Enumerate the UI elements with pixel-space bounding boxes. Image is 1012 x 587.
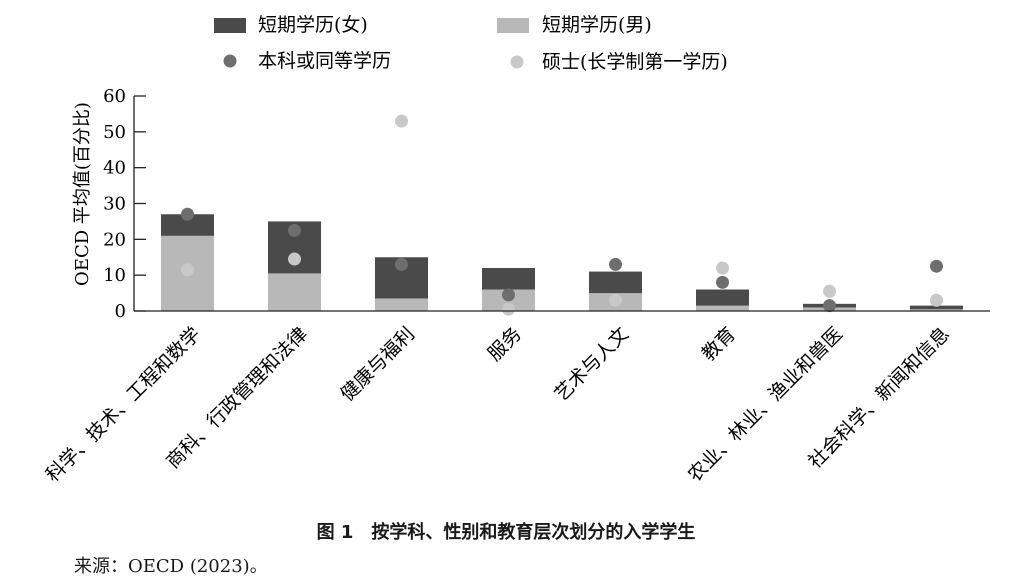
y-tick-label: 0 [115,301,126,322]
y-tick-label: 60 [103,86,126,107]
y-tick-label: 30 [103,194,126,215]
legend-swatch-1 [497,18,529,33]
x-category-label: 艺术与人文 [550,323,633,406]
y-tick-label: 50 [103,122,126,143]
legend-label-1: 短期学历(男) [542,14,652,36]
figure-source: 来源：OECD (2023)。 [74,556,268,577]
bar-male-1 [268,273,321,311]
point-bachelor-7 [930,259,943,273]
chart: 短期学历(女) 短期学历(男) 本科或同等学历 硕士(长学制第一学历) OECD 平均… [42,14,990,486]
y-tick-label: 40 [103,158,126,179]
point-master-4 [609,293,622,307]
bar-male-2 [375,298,428,311]
point-bachelor-2 [395,257,408,271]
bar-male-7 [910,309,963,311]
bars [161,214,963,311]
point-bachelor-3 [502,288,515,302]
point-master-6 [823,284,836,298]
point-bachelor-6 [823,299,836,313]
point-master-2 [395,114,408,128]
y-axis-label: OECD 平均值(百分比) [72,102,93,286]
x-category-label: 教育 [698,323,740,365]
legend: 短期学历(女) 短期学历(男) 本科或同等学历 硕士(长学制第一学历) [214,14,728,73]
legend-marker-3 [510,55,524,69]
legend-marker-2 [223,54,237,68]
legend-label-2: 本科或同等学历 [258,50,391,72]
point-master-3 [502,302,515,316]
x-category-label: 服务 [484,323,526,365]
point-bachelor-1 [288,223,301,237]
y-tick-label: 20 [103,229,126,250]
bar-male-5 [696,305,749,311]
legend-swatch-0 [214,18,246,33]
points [181,114,943,316]
figure-caption: 图 1 按学科、性别和教育层次划分的入学学生 [316,522,696,543]
legend-label-3: 硕士(长学制第一学历) [542,51,728,73]
bar-female-7 [910,305,963,311]
point-bachelor-4 [609,257,622,271]
x-category-label: 健康与福利 [336,323,419,406]
point-bachelor-0 [181,207,194,221]
legend-label-0: 短期学历(女) [258,14,368,36]
point-master-1 [288,252,301,266]
point-master-7 [930,293,943,307]
y-tick-label: 10 [103,265,126,286]
point-master-0 [181,263,194,277]
point-bachelor-5 [716,275,729,289]
y-axis: 0 10 20 30 40 50 60 [103,86,146,322]
point-master-5 [716,261,729,275]
